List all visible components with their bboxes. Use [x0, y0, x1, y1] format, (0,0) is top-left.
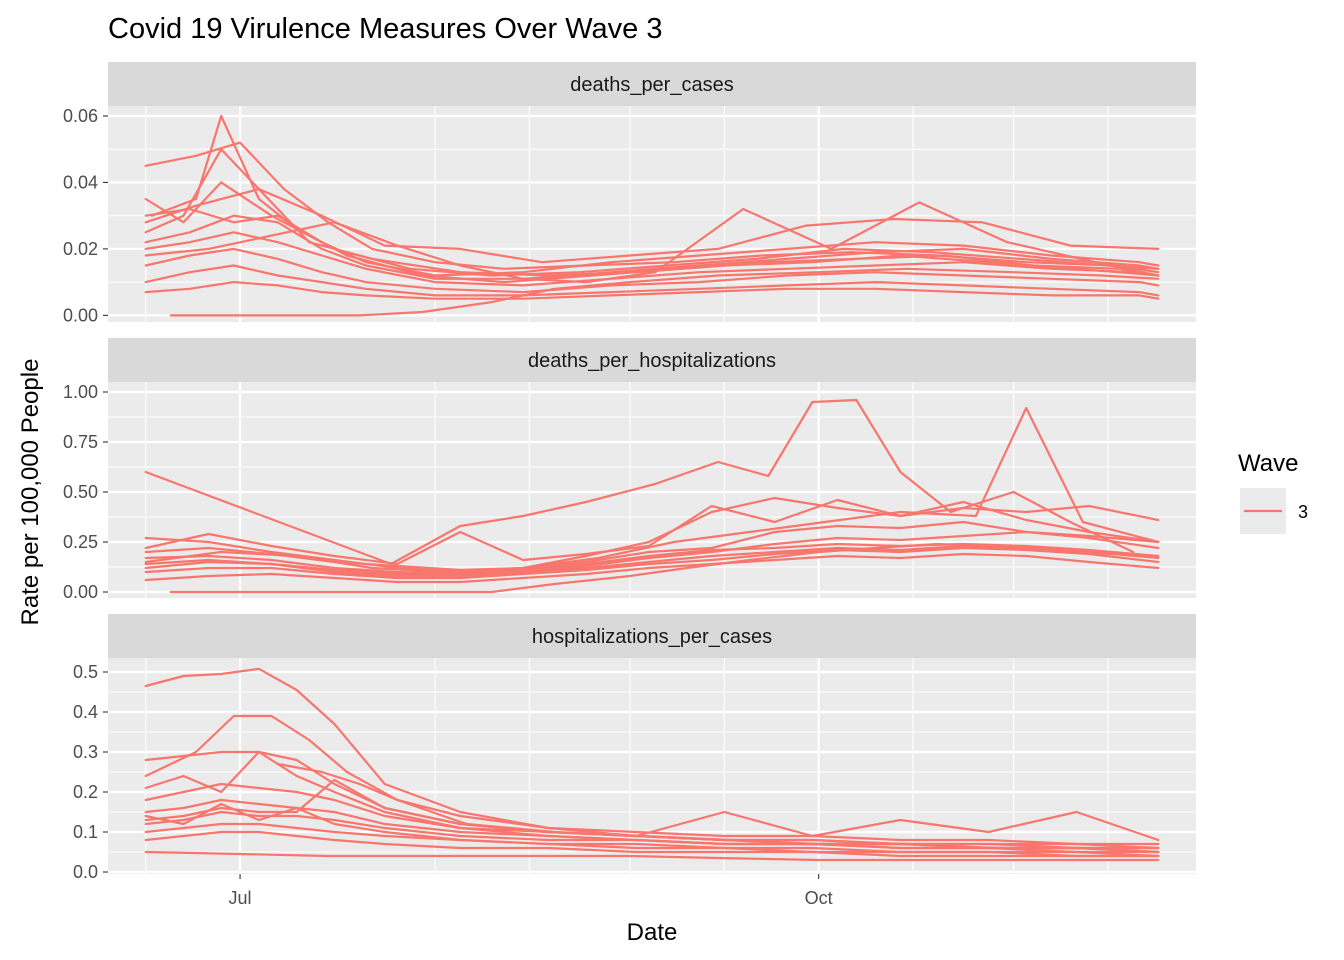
y-tick-label: 0.04: [63, 172, 98, 192]
y-tick-label: 0.02: [63, 239, 98, 259]
series-line-6: [144, 798, 1160, 850]
legend-entry-label: 3: [1298, 502, 1308, 522]
x-tick-label: Oct: [805, 888, 833, 908]
series-line-4: [144, 148, 1160, 277]
legend: Wave 3: [1238, 450, 1308, 534]
y-axis-title: Rate per 100,000 People: [17, 359, 44, 626]
facet-strip: [108, 614, 1196, 658]
series-line-2: [150, 114, 1160, 284]
y-tick-label: 0.1: [73, 822, 98, 842]
panel-background: [108, 106, 1196, 322]
series-line-12: [144, 201, 1160, 284]
series-line-9: [144, 546, 1160, 580]
series-line-11: [169, 267, 1160, 317]
series-line-9: [144, 281, 1160, 300]
series-line-1: [144, 398, 1135, 566]
series-line-6: [144, 552, 1160, 584]
y-tick-label: 0.06: [63, 106, 98, 126]
y-tick-label: 0.3: [73, 742, 98, 762]
series-line-12: [276, 762, 1160, 846]
y-tick-label: 0.50: [63, 482, 98, 502]
y-tick-label: 0.0: [73, 862, 98, 882]
y-tick-label: 1.00: [63, 382, 98, 402]
facet-strip: [108, 62, 1196, 106]
series-line-7: [144, 542, 1160, 576]
series-line-13: [144, 802, 1160, 858]
y-tick-label: 0.25: [63, 532, 98, 552]
x-axis-ticks: Jul Oct: [229, 874, 833, 908]
series-line-10: [144, 498, 1160, 566]
facet-strip-label: hospitalizations_per_cases: [532, 626, 772, 648]
series-line-7: [144, 810, 1160, 854]
series-line-13: [144, 188, 1160, 264]
panel-hospitalizations_per_cases: hospitalizations_per_cases 0.0 0.1 0.2 0.3 0.…: [73, 614, 1196, 882]
y-tick-label: 0.2: [73, 782, 98, 802]
y-tick-label: 0.75: [63, 432, 98, 452]
series-line-3: [144, 496, 1160, 574]
y-tick-label: 0.00: [63, 582, 98, 602]
series-group: [144, 667, 1160, 862]
series-group: [144, 114, 1160, 317]
series-line-9: [144, 830, 1160, 858]
series-line-10: [144, 850, 1160, 862]
series-group: [144, 398, 1160, 594]
series-line-11: [144, 544, 1160, 578]
panel-deaths_per_hospitalizations: deaths_per_hospitalizations 0.00 0.25 0.50 0…: [63, 338, 1196, 602]
series-line-10: [144, 214, 1160, 280]
y-tick-label: 0.5: [73, 662, 98, 682]
series-line-4: [144, 530, 1160, 580]
series-line-8: [144, 264, 1160, 297]
facet-strip-label: deaths_per_cases: [570, 74, 733, 96]
facet-strip-label: deaths_per_hospitalizations: [528, 350, 776, 372]
panels: deaths_per_cases0.000.020.040.06deaths_p…: [63, 62, 1196, 882]
y-tick-label: 0.00: [63, 305, 98, 325]
series-line-5: [144, 520, 1160, 572]
facet-strip: [108, 338, 1196, 382]
legend-title: Wave: [1238, 450, 1298, 477]
panel-background: [108, 382, 1196, 598]
chart-title: Covid 19 Virulence Measures Over Wave 3: [108, 13, 662, 45]
x-axis-title: Date: [627, 919, 678, 946]
series-line-5: [144, 782, 1160, 850]
panel-deaths_per_cases: deaths_per_cases 0.00 0.02 0.04 0.06: [63, 62, 1196, 325]
x-tick-label: Jul: [229, 888, 252, 908]
series-line-11: [144, 778, 1160, 842]
y-tick-label: 0.4: [73, 702, 98, 722]
